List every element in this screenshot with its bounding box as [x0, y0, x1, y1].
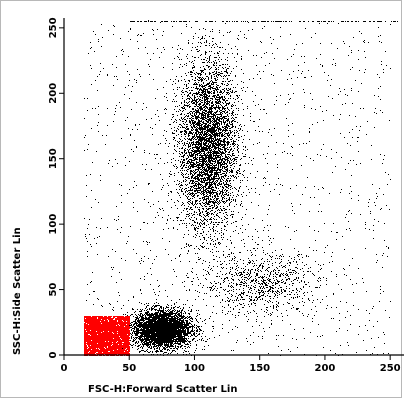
y-tick-label: 250 [48, 17, 59, 38]
data-points [84, 20, 398, 356]
x-axis-title: FSC-H:Forward Scatter Lin [88, 384, 237, 395]
y-ticks: 0 50 100 150 200 250 [48, 17, 64, 358]
scatter-series [84, 316, 130, 356]
x-tick-label: 100 [184, 363, 205, 374]
x-tick-label: 150 [249, 363, 270, 374]
y-tick-label: 100 [48, 214, 59, 235]
scatter-series [84, 20, 398, 356]
y-tick-label: 0 [48, 351, 59, 358]
y-tick-label: 150 [48, 148, 59, 169]
x-tick-label: 0 [61, 363, 68, 374]
y-tick-label: 200 [48, 83, 59, 104]
y-tick-label: 50 [48, 283, 59, 297]
x-ticks: 0 50 100 150 200 250 [61, 355, 401, 374]
x-tick-label: 50 [122, 363, 136, 374]
x-tick-label: 200 [315, 363, 336, 374]
x-tick-label: 250 [380, 363, 401, 374]
y-axis-title: SSC-H:Side Scatter Lin [12, 227, 23, 355]
